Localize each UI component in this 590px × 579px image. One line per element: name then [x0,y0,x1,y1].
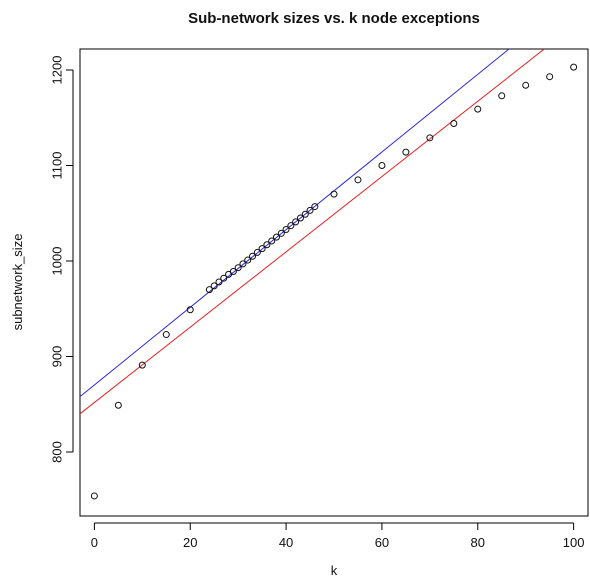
y-tick-label: 1200 [49,56,64,85]
data-point [249,252,257,260]
x-axis-label: k [331,563,338,578]
x-tick-label: 40 [279,535,293,550]
y-tick-label: 900 [49,346,64,368]
x-tick-label: 0 [91,535,98,550]
data-point [292,218,300,226]
fit-line-2 [80,49,546,415]
data-point [90,492,98,500]
data-point [186,306,194,314]
data-point [570,63,578,71]
data-point [272,233,280,241]
fit-line-1 [80,49,510,398]
data-point [378,162,386,170]
data-point [138,361,146,369]
data-point [330,190,338,198]
data-point [498,92,506,100]
data-point [450,119,458,127]
data-point [287,222,295,230]
data-point [114,401,122,409]
data-point [402,148,410,156]
data-point [258,245,266,253]
data-point [354,176,362,184]
data-point [263,241,271,249]
data-point [210,282,218,290]
data-point [162,331,170,339]
data-point [253,248,261,256]
data-point [282,225,290,233]
data-point [301,210,309,218]
x-axis: 0 20 40 60 80 100 [91,522,585,550]
y-tick-label: 800 [49,441,64,463]
data-point [306,206,314,214]
data-point [268,237,276,245]
data-point [215,278,223,286]
data-point [522,81,530,89]
data-point [277,229,285,237]
y-axis: 800 900 1000 1100 1200 [49,56,74,463]
plot-frame [79,48,589,517]
data-points [90,63,578,500]
data-point [296,214,304,222]
data-point [234,264,242,272]
x-tick-label: 100 [563,535,585,550]
y-axis-label: subnetwork_size [10,234,25,331]
y-tick-label: 1100 [49,152,64,180]
x-tick-label: 80 [471,535,485,550]
x-tick-label: 60 [375,535,389,550]
chart-title: Sub-network sizes vs. k node exceptions [188,10,480,27]
data-point [546,73,554,81]
x-tick-label: 20 [183,535,197,550]
data-point [205,286,213,294]
data-point [229,268,237,276]
data-point [239,260,247,268]
data-point [474,105,482,113]
y-tick-label: 1000 [49,247,64,276]
data-point [244,256,252,264]
fit-lines [80,49,546,415]
data-point [311,203,319,211]
data-point [426,134,434,142]
data-point [220,274,228,282]
